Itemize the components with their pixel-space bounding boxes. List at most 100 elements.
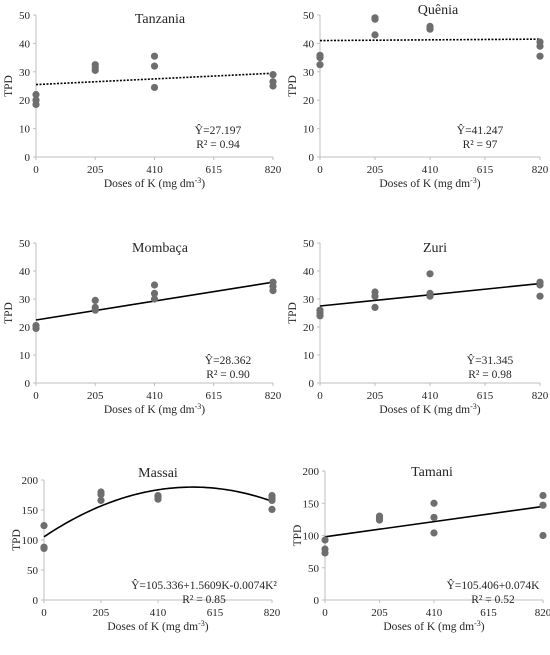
x-axis-title: Doses of K (mg dm-3) <box>104 402 205 416</box>
data-point <box>268 492 276 500</box>
x-axis-title: Doses of K (mg dm-3) <box>104 176 205 190</box>
x-tick-label: 820 <box>535 607 550 619</box>
x-tick-label: 615 <box>207 607 224 619</box>
data-point <box>536 52 544 60</box>
data-point <box>91 296 99 304</box>
x-tick-label: 0 <box>33 164 39 176</box>
y-axis-title: TPD <box>287 302 299 324</box>
y-tick-label: 20 <box>303 322 315 334</box>
y-tick-label: 30 <box>19 67 31 79</box>
chart-svg: 0 50 100 150 200 0 205 410 615 820 Doses of K (mg … <box>292 465 550 633</box>
y-tick-label: 30 <box>303 294 315 306</box>
x-tick-label: 410 <box>422 164 439 176</box>
x-tick-label: 615 <box>206 390 223 402</box>
x-tick-label: 410 <box>146 390 163 402</box>
y-tick-label: 10 <box>303 124 315 136</box>
panel-title: Zuri <box>423 241 447 256</box>
data-point <box>150 83 159 92</box>
data-point <box>316 306 324 314</box>
data-point <box>150 62 159 70</box>
panel-title: Quênia <box>418 3 459 18</box>
x-tick-label: 820 <box>532 164 549 176</box>
data-point <box>539 531 547 540</box>
y-tick-label: 30 <box>19 294 31 306</box>
trend-line <box>35 72 274 86</box>
x-tick-label: 205 <box>87 164 104 176</box>
chart-svg: 0 10 20 30 40 50 0 205 410 615 820 Doses of K (mg d… <box>3 10 282 190</box>
x-tick-label: 615 <box>477 164 494 176</box>
data-point <box>316 51 324 59</box>
y-tick-label: 20 <box>303 95 315 107</box>
data-point <box>375 512 384 520</box>
regression-equation: Ŷ=105.406+0.074K <box>447 578 541 592</box>
data-point <box>536 278 544 286</box>
y-tick-label: 50 <box>19 10 31 22</box>
panel-title: Massai <box>138 466 178 481</box>
data-point <box>426 289 434 297</box>
data-point <box>269 278 277 286</box>
panel-zuri: 0 10 20 30 40 50 0 205 410 615 820 Doses of K (mg d… <box>275 230 550 448</box>
y-tick-label: 0 <box>33 595 39 607</box>
x-tick-label: 205 <box>367 390 384 402</box>
r-squared-label: R² = 0.98 <box>468 369 512 381</box>
x-tick-label: 205 <box>93 607 110 619</box>
panel-tamani: 0 50 100 150 200 0 205 410 615 820 Doses of K (mg … <box>275 455 550 655</box>
x-tick-label: 820 <box>532 390 549 402</box>
x-axis-title: Doses of K (mg dm-3) <box>379 176 480 190</box>
x-tick-label: 410 <box>426 607 443 619</box>
regression-equation: Ŷ=28.362 <box>205 353 252 367</box>
x-tick-label: 820 <box>264 607 281 619</box>
y-tick-label: 10 <box>19 124 31 136</box>
data-point <box>150 281 159 289</box>
x-tick-label: 0 <box>317 390 323 402</box>
y-axis-title: TPD <box>287 75 299 97</box>
y-tick-label: 50 <box>308 563 320 575</box>
x-axis-title: Doses of K (mg dm-3) <box>379 402 480 416</box>
regression-equation: Ŷ=31.345 <box>467 353 514 367</box>
r-squared-label: R² = 97 <box>463 139 498 151</box>
panel-massai: 0 50 100 150 200 0 205 410 615 820 Doses of K (mg … <box>0 455 281 655</box>
y-axis-title: TPD <box>3 75 15 97</box>
regression-equation: Ŷ=105.336+1.5609K-0.0074K² <box>131 578 277 592</box>
x-tick-label: 0 <box>322 607 328 619</box>
y-axis-title: TPD <box>11 529 23 551</box>
chart-svg: 0 10 20 30 40 50 0 205 410 615 820 Doses of K (mg d… <box>287 3 549 190</box>
chart-svg: 0 10 20 30 40 50 0 205 410 615 820 Doses of K (mg d… <box>3 238 282 416</box>
data-point <box>316 61 324 69</box>
y-tick-label: 200 <box>22 475 39 487</box>
y-tick-label: 0 <box>309 378 315 390</box>
y-tick-label: 50 <box>303 238 315 250</box>
y-tick-label: 100 <box>22 535 39 547</box>
y-tick-label: 20 <box>19 95 31 107</box>
x-tick-label: 615 <box>206 164 223 176</box>
data-point <box>40 543 48 551</box>
data-point <box>268 505 276 513</box>
x-tick-label: 0 <box>41 607 47 619</box>
data-point <box>536 292 544 300</box>
data-point <box>539 491 547 500</box>
x-tick-label: 615 <box>480 607 497 619</box>
y-tick-label: 40 <box>19 266 31 278</box>
chart-svg: 0 10 20 30 40 50 0 205 410 615 820 Doses of K (mg d… <box>287 238 549 416</box>
trend-line <box>43 486 273 538</box>
data-point <box>321 545 329 553</box>
panel-tanzania: 0 10 20 30 40 50 0 205 410 615 820 Doses of K (mg d… <box>0 0 282 218</box>
y-tick-label: 50 <box>19 238 31 250</box>
data-point <box>371 288 379 296</box>
data-point <box>150 295 159 303</box>
x-tick-label: 820 <box>265 164 282 176</box>
y-tick-label: 0 <box>25 378 31 390</box>
data-point <box>154 492 162 500</box>
data-point <box>430 513 438 522</box>
data-point <box>426 270 434 278</box>
trend-line <box>324 505 544 538</box>
panel-mombaca: 0 10 20 30 40 50 0 205 410 615 820 Doses of K (mg d… <box>0 230 282 448</box>
y-tick-label: 10 <box>303 350 315 362</box>
y-tick-label: 40 <box>19 38 31 50</box>
data-point <box>32 96 40 104</box>
r-squared-label: R² = 0.52 <box>471 594 515 606</box>
x-tick-label: 205 <box>367 164 384 176</box>
x-tick-label: 205 <box>371 607 388 619</box>
data-point <box>371 303 379 311</box>
y-tick-label: 150 <box>22 505 39 517</box>
